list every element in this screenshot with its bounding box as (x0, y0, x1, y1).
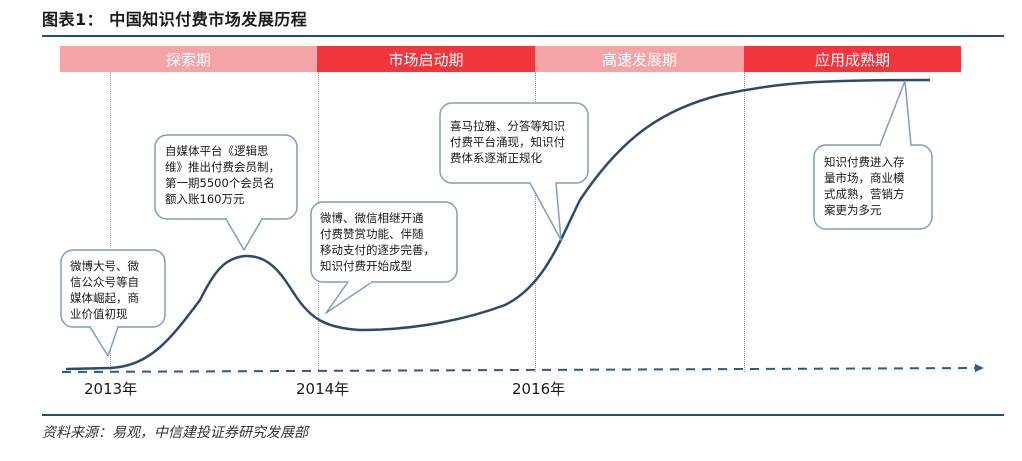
callout-text-tipping: 微博、微信相继开通 付费赞赏功能、伴随 移动支付的逐步完善， 知识付费开始成型 (320, 211, 435, 273)
callout-bubble (60, 249, 166, 357)
stage-market-start: 市场启动期 (317, 46, 535, 72)
year-label-2014: 2014年 (296, 380, 350, 398)
stage-label: 探索期 (165, 50, 211, 69)
top-divider (42, 35, 1004, 37)
year-label-2016: 2016年 (512, 380, 566, 398)
callout-text-luoji-membership: 自媒体平台《逻辑思 维》推出付费会员制， 第一期5500个会员名 额入账160万… (165, 144, 280, 206)
timeline-axis (61, 367, 976, 373)
axis-arrowhead (975, 364, 984, 372)
source-note: 资料来源：易观，中信建投证券研究发展部 (42, 425, 308, 441)
development-curve (65, 78, 931, 371)
callout-bubble (813, 80, 933, 230)
callout-bubble (439, 102, 589, 241)
stage-label: 高速发展期 (601, 50, 677, 69)
stage-rapid-growth: 高速发展期 (535, 46, 744, 72)
stage-label: 市场启动期 (388, 50, 464, 69)
figure-title: 图表1： 中国知识付费市场发展历程 (42, 10, 308, 29)
callout-text-platforms: 喜马拉雅、分答等知识 付费平台涌现，知识付 费体系逐渐正规化 (450, 119, 565, 165)
stage-exploration: 探索期 (60, 46, 317, 72)
callout-text-mature-market: 知识付费进入存 量市场，商业模 式成熟，营销方 案更为多元 (824, 155, 905, 217)
callout-bubble (154, 134, 298, 251)
year-label-2013: 2013年 (84, 380, 138, 398)
year-divider-2013 (110, 72, 111, 372)
year-divider-2016 (535, 72, 536, 372)
stage-label: 应用成熟期 (814, 50, 890, 69)
stage-mature: 应用成熟期 (744, 46, 961, 72)
callout-text-self-media-rise: 微博大号、微 信公众号等自 媒体崛起，商 业价值初现 (70, 259, 139, 321)
callout-bubble (310, 201, 458, 314)
bottom-divider (42, 414, 1004, 416)
stage-divider-mature (744, 72, 745, 372)
